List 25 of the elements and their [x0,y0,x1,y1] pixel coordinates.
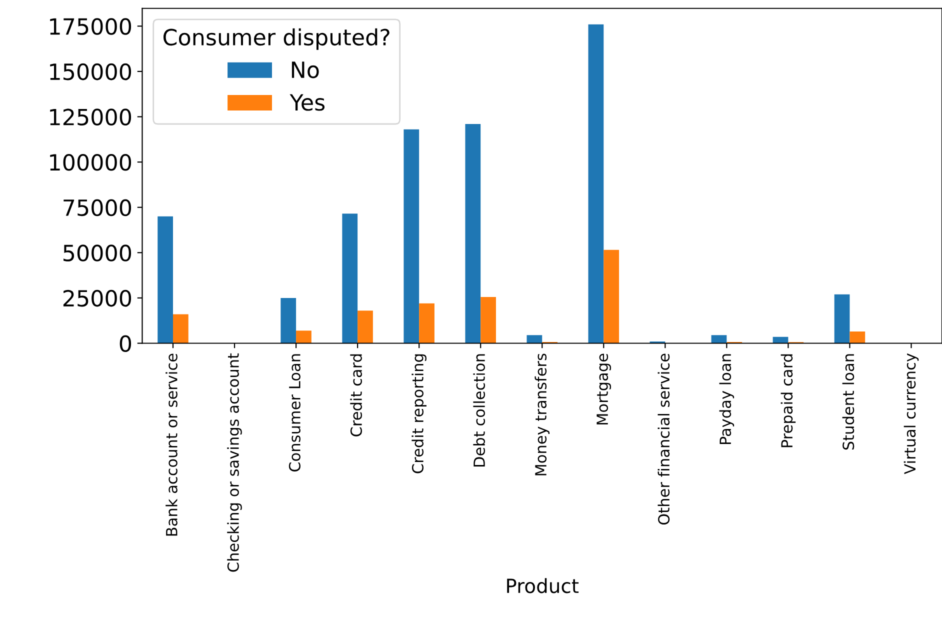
x-tick-label: Prepaid card [780,354,796,448]
x-tick-label: Virtual currency [904,353,919,474]
legend-label: No [292,62,319,78]
legend-label: Yes [290,94,325,111]
y-tick-label: 175000 [50,18,132,35]
x-tick-label: Debt collection [473,354,486,466]
x-tick-label: Consumer Loan [288,354,300,472]
x-tick-label: Other financial service [658,354,670,525]
x-tick-label: Credit card [350,354,362,436]
x-tick-label: Credit reporting [412,354,426,474]
y-tick-label: 75000 [64,199,132,216]
x-tick-label: Mortgage [596,354,612,424]
x-tick-label: Checking or savings account [227,353,242,572]
x-tick-label: Student loan [842,354,854,450]
y-tick-label: 150000 [50,63,132,80]
y-tick-label: 50000 [64,244,132,262]
x-axis-title: Product [507,578,579,594]
y-tick-label: 0 [120,335,132,352]
x-tick-label: Money transfers [534,354,550,476]
y-tick-label: 100000 [50,154,132,171]
x-tick-label: Payday loan [719,354,734,444]
x-tick-label: Bank account or service [166,354,178,536]
y-tick-label: 25000 [63,290,132,307]
legend-title: Consumer disputed? [163,28,390,50]
y-tick-label: 125000 [50,108,132,126]
